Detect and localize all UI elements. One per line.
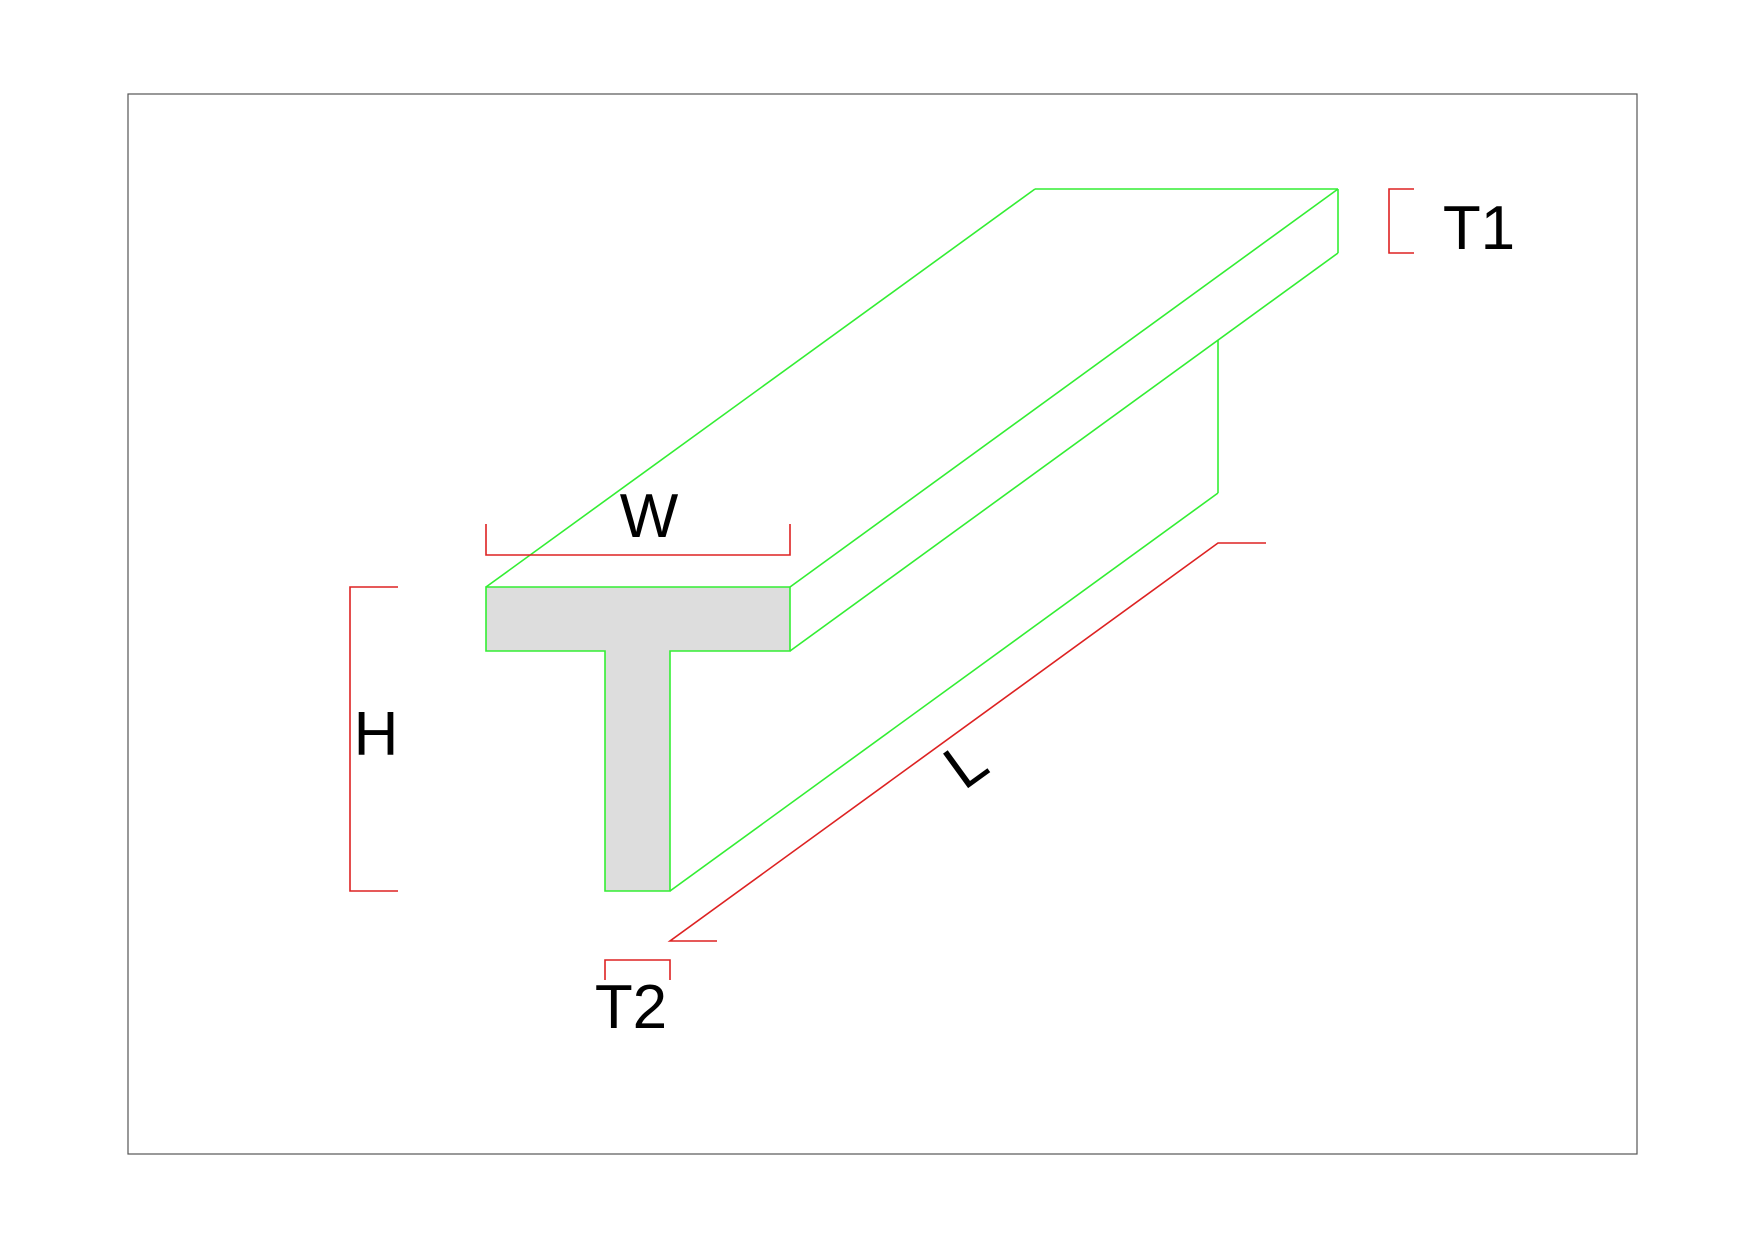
flange-thickness-label: T1 xyxy=(1443,194,1515,263)
flange-thickness-dimension-line xyxy=(1388,188,1414,254)
web-thickness-dimension-line xyxy=(604,959,671,980)
height-label: H xyxy=(354,700,399,769)
dimension-lines xyxy=(349,188,1414,980)
drawing-frame xyxy=(127,93,1638,1155)
web-thickness-label: T2 xyxy=(595,973,667,1042)
length-label: L xyxy=(932,726,1000,802)
height-dimension-line xyxy=(349,586,398,892)
length-dimension-line xyxy=(667,542,1266,942)
width-label: W xyxy=(620,482,679,551)
width-dimension-line xyxy=(485,524,791,556)
t-section-face xyxy=(485,586,791,892)
beam-profile-edges xyxy=(485,188,1339,892)
